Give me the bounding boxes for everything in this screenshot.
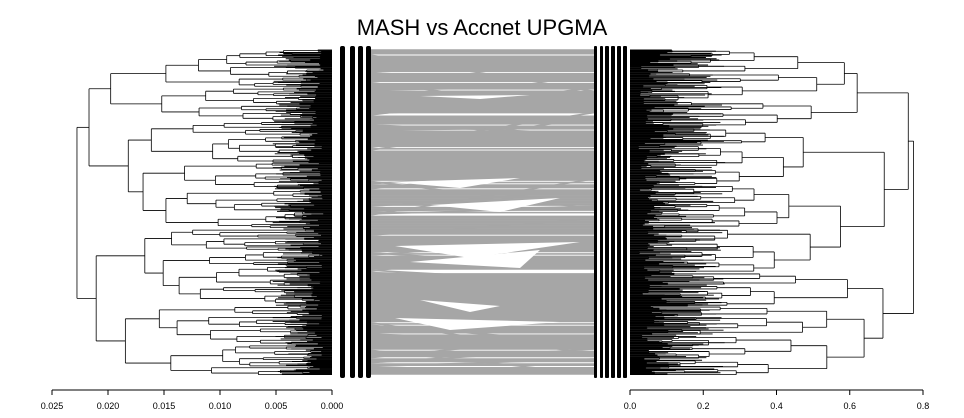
connector-line	[369, 178, 595, 216]
chart-title: MASH vs Accnet UPGMA	[357, 15, 608, 40]
right-label-column	[605, 46, 609, 378]
connector-line	[369, 218, 595, 236]
left-tick-label: 0.000	[321, 401, 344, 411]
connector-line	[369, 348, 595, 364]
connector-line	[369, 334, 595, 359]
connector-line	[369, 116, 595, 151]
right-dendrogram	[630, 49, 914, 376]
right-tick-label: 0.0	[624, 401, 637, 411]
connector-line	[369, 85, 595, 91]
connector-line	[369, 111, 595, 149]
connector-line	[369, 57, 595, 74]
left-label-column	[340, 46, 345, 378]
left-leaf-label-bars	[340, 46, 371, 378]
right-label-column	[617, 46, 621, 378]
connector-gap	[395, 318, 560, 330]
connector-line	[369, 86, 595, 116]
left-tick-label: 0.005	[265, 401, 288, 411]
right-label-column	[600, 46, 603, 378]
connector-line	[369, 189, 595, 208]
left-tick-label: 0.025	[41, 401, 64, 411]
right-tick-label: 0.8	[917, 401, 930, 411]
connector-line	[369, 126, 595, 131]
left-label-column	[366, 46, 371, 378]
connector-line	[369, 163, 595, 190]
left-label-column	[358, 46, 363, 378]
left-label-column	[350, 46, 355, 378]
connector-gap	[395, 242, 580, 258]
left-x-axis: 0.025 0.020 0.015 0.010 0.005 0.000	[41, 389, 344, 411]
connector-line	[369, 206, 595, 215]
left-tick-label: 0.020	[97, 401, 120, 411]
right-tick-label: 0.6	[843, 401, 856, 411]
right-tick-label: 0.4	[770, 401, 783, 411]
right-tick-label: 0.2	[697, 401, 710, 411]
connector-line	[369, 358, 595, 368]
connector-gap	[430, 198, 560, 212]
connector-gap	[420, 300, 500, 312]
right-label-column	[594, 46, 597, 378]
right-x-axis: 0.0 0.2 0.4 0.6 0.8	[624, 389, 930, 411]
connector-lines	[369, 49, 595, 375]
left-tick-label: 0.010	[209, 401, 232, 411]
right-label-column	[623, 46, 627, 378]
connector-gap	[420, 95, 530, 99]
right-label-column	[611, 46, 615, 378]
connector-gap	[390, 178, 520, 188]
left-dendrogram	[76, 49, 332, 376]
right-leaf-label-bars	[594, 46, 627, 378]
left-tick-label: 0.015	[153, 401, 176, 411]
connector-gap	[410, 250, 540, 268]
connector-line	[369, 100, 595, 115]
